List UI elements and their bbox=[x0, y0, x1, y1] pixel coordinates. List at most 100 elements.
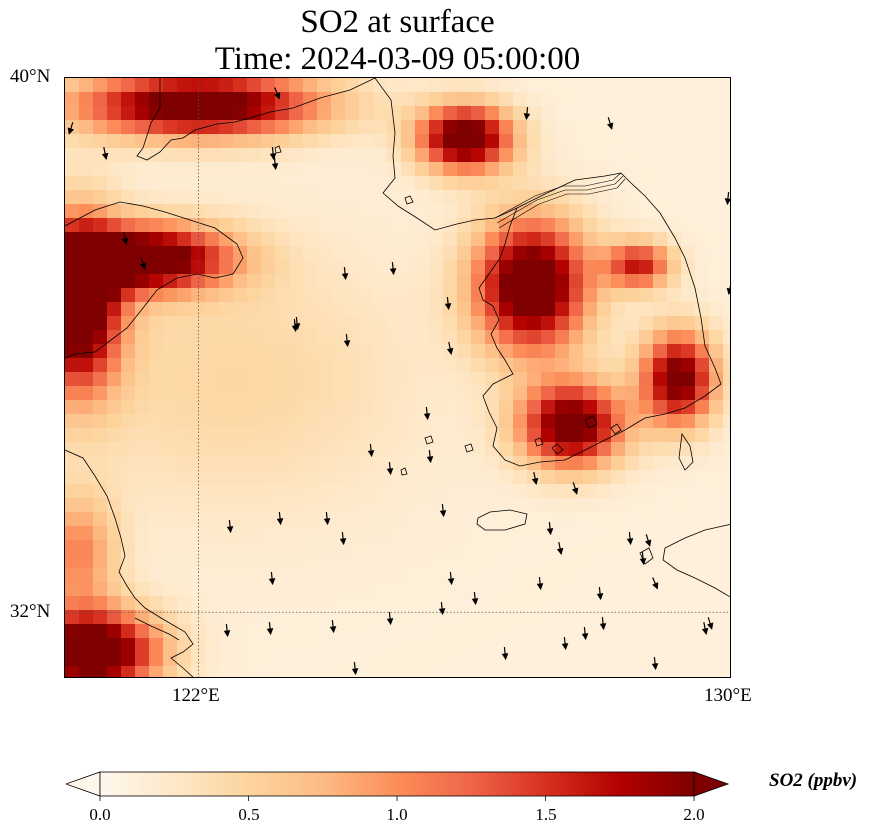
so2-cell bbox=[471, 106, 486, 121]
so2-cell bbox=[121, 344, 136, 359]
so2-cell bbox=[79, 218, 94, 233]
so2-cell bbox=[317, 582, 332, 597]
so2-cell bbox=[275, 274, 290, 289]
so2-cell bbox=[681, 498, 696, 513]
so2-cell bbox=[723, 316, 730, 331]
so2-cell bbox=[681, 162, 696, 177]
so2-cell bbox=[79, 400, 94, 415]
so2-cell bbox=[667, 428, 682, 443]
so2-cell bbox=[331, 302, 346, 317]
so2-cell bbox=[177, 120, 192, 135]
wind-vectors bbox=[67, 87, 730, 676]
so2-cell bbox=[331, 274, 346, 289]
so2-cell bbox=[247, 106, 262, 121]
wind-vector bbox=[606, 117, 614, 130]
so2-cell bbox=[653, 414, 668, 429]
so2-cell bbox=[695, 610, 710, 625]
so2-cell bbox=[457, 596, 472, 611]
so2-cell bbox=[135, 246, 150, 261]
so2-cell bbox=[499, 92, 514, 107]
so2-cell bbox=[177, 596, 192, 611]
so2-cell bbox=[401, 540, 416, 555]
so2-cell bbox=[513, 176, 528, 191]
so2-cell bbox=[583, 330, 598, 345]
so2-cell bbox=[345, 652, 360, 667]
so2-cell bbox=[709, 134, 724, 149]
so2-cell bbox=[387, 246, 402, 261]
so2-cell bbox=[415, 106, 430, 121]
so2-cell bbox=[373, 134, 388, 149]
so2-cell bbox=[387, 302, 402, 317]
so2-cell bbox=[401, 428, 416, 443]
so2-cell bbox=[163, 386, 178, 401]
so2-cell bbox=[177, 666, 192, 677]
so2-cell bbox=[79, 512, 94, 527]
so2-cell bbox=[177, 302, 192, 317]
so2-cell bbox=[135, 470, 150, 485]
so2-cell bbox=[541, 232, 556, 247]
so2-cell bbox=[457, 302, 472, 317]
so2-cell bbox=[681, 666, 696, 677]
so2-cell bbox=[513, 456, 528, 471]
so2-cell bbox=[471, 484, 486, 499]
so2-cell bbox=[387, 92, 402, 107]
so2-cell bbox=[415, 512, 430, 527]
so2-cell bbox=[667, 610, 682, 625]
so2-cell bbox=[471, 176, 486, 191]
so2-cell bbox=[583, 372, 598, 387]
so2-cell bbox=[611, 232, 626, 247]
so2-cell bbox=[667, 568, 682, 583]
so2-cell bbox=[373, 260, 388, 275]
so2-cell bbox=[723, 162, 730, 177]
wind-vector bbox=[726, 284, 730, 295]
so2-cell bbox=[541, 344, 556, 359]
so2-cell bbox=[597, 526, 612, 541]
so2-cell bbox=[401, 330, 416, 345]
so2-cell bbox=[289, 232, 304, 247]
so2-cell bbox=[303, 162, 318, 177]
so2-cell bbox=[205, 442, 220, 457]
so2-cell bbox=[541, 400, 556, 415]
so2-cell bbox=[583, 638, 598, 653]
so2-cell bbox=[317, 428, 332, 443]
so2-cell bbox=[317, 652, 332, 667]
so2-cell bbox=[569, 148, 584, 163]
so2-cell bbox=[555, 302, 570, 317]
so2-cell bbox=[583, 470, 598, 485]
so2-cell bbox=[331, 148, 346, 163]
so2-cell bbox=[233, 610, 248, 625]
so2-cell bbox=[569, 92, 584, 107]
so2-cell bbox=[415, 302, 430, 317]
so2-cell bbox=[499, 344, 514, 359]
so2-cell bbox=[135, 554, 150, 569]
so2-cell bbox=[569, 78, 584, 93]
so2-cell bbox=[359, 428, 374, 443]
so2-cell bbox=[65, 400, 80, 415]
so2-cell bbox=[107, 400, 122, 415]
so2-cell bbox=[415, 330, 430, 345]
so2-cell bbox=[247, 344, 262, 359]
so2-cell bbox=[723, 610, 730, 625]
so2-cell bbox=[373, 246, 388, 261]
so2-cell bbox=[79, 148, 94, 163]
map-title: SO2 at surface bbox=[300, 4, 495, 40]
so2-cell bbox=[695, 232, 710, 247]
so2-cell bbox=[597, 330, 612, 345]
so2-cell bbox=[429, 554, 444, 569]
so2-cell bbox=[541, 302, 556, 317]
so2-cell bbox=[359, 484, 374, 499]
so2-cell bbox=[583, 400, 598, 415]
lat-label-40n: 40°N bbox=[10, 66, 51, 87]
so2-cell bbox=[373, 428, 388, 443]
so2-cell bbox=[681, 512, 696, 527]
so2-cell bbox=[555, 92, 570, 107]
so2-cell bbox=[611, 120, 626, 135]
so2-cell bbox=[373, 540, 388, 555]
so2-cell bbox=[653, 274, 668, 289]
so2-cell bbox=[331, 358, 346, 373]
so2-cell bbox=[65, 414, 80, 429]
so2-cell bbox=[429, 456, 444, 471]
so2-cell bbox=[485, 624, 500, 639]
so2-cell bbox=[205, 526, 220, 541]
so2-cell bbox=[345, 582, 360, 597]
